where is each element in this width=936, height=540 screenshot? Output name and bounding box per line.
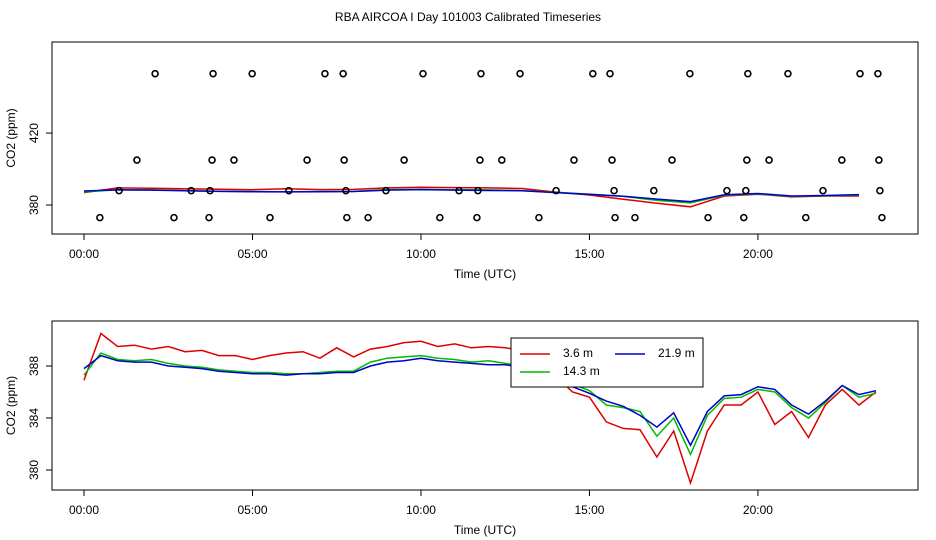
sample-point (230, 156, 238, 164)
sample-point (343, 213, 351, 222)
sample-point (208, 156, 216, 164)
sample-point (606, 69, 614, 78)
y-tick-label: 388 (27, 356, 41, 376)
sample-point (474, 186, 482, 195)
x-tick-label: 10:00 (406, 503, 436, 517)
legend-label: 21.9 m (658, 346, 695, 360)
y-axis-label: CO2 (ppm) (4, 376, 18, 435)
x-tick-label: 20:00 (743, 503, 773, 517)
sample-point (436, 213, 444, 222)
x-tick-label: 00:00 (69, 247, 99, 261)
sample-point (610, 186, 618, 195)
sample-point (589, 69, 597, 78)
plot-frame (51, 41, 919, 235)
series-line (83, 352, 877, 457)
sample-point (400, 156, 408, 164)
sample-point (838, 156, 846, 164)
sample-point (205, 213, 213, 222)
sample-point (784, 69, 792, 78)
sample-point (115, 186, 123, 195)
x-tick-label: 05:00 (237, 247, 267, 261)
sample-point (342, 186, 350, 195)
sample-point (631, 213, 639, 222)
sample-point (303, 156, 311, 164)
sample-point (874, 69, 882, 78)
sample-point (133, 156, 141, 164)
sample-point (187, 186, 195, 195)
sample-point (743, 156, 751, 164)
sample-point (248, 69, 256, 78)
sample-point (742, 186, 750, 195)
x-tick-label: 10:00 (406, 247, 436, 261)
x-tick-label: 05:00 (237, 503, 267, 517)
sample-point (455, 186, 463, 195)
legend-box (510, 337, 704, 388)
sample-point (856, 69, 864, 78)
sample-point (570, 156, 578, 164)
sample-point (876, 186, 884, 195)
sample-point (516, 69, 524, 78)
figure-title: RBA AIRCOA I Day 101003 Calibrated Times… (335, 10, 601, 24)
sample-point (801, 213, 810, 222)
x-tick-label: 20:00 (743, 247, 773, 261)
sample-point (209, 69, 217, 78)
sample-point (611, 213, 619, 222)
sample-point (765, 156, 773, 164)
y-tick-label: 380 (27, 195, 41, 215)
sample-point (206, 186, 214, 195)
sample-point (340, 156, 348, 164)
sample-point (151, 69, 159, 78)
sample-point (739, 213, 748, 222)
x-tick-label: 15:00 (574, 247, 604, 261)
sample-point (419, 69, 427, 78)
sample-point (704, 213, 712, 222)
sample-point (668, 156, 676, 164)
sample-point (96, 213, 104, 222)
plot-frame (51, 320, 919, 491)
sample-point (819, 186, 827, 195)
series-line (83, 354, 877, 447)
x-tick-label: 00:00 (69, 503, 99, 517)
legend-label: 14.3 m (563, 364, 600, 378)
y-axis-label: CO2 (ppm) (4, 108, 18, 167)
y-tick-label: 420 (27, 123, 41, 143)
sample-point (382, 186, 390, 195)
sample-point (650, 186, 658, 195)
sample-point (476, 156, 484, 164)
sample-point (339, 69, 347, 78)
sample-point (686, 69, 694, 78)
sample-point (535, 213, 543, 222)
sample-point (744, 69, 752, 78)
sample-point (498, 156, 506, 164)
y-tick-label: 380 (27, 460, 41, 480)
sample-point (608, 156, 616, 164)
series-line (83, 332, 877, 486)
sample-point (723, 186, 731, 195)
legend-label: 3.6 m (563, 346, 593, 360)
x-tick-label: 15:00 (574, 503, 604, 517)
sample-point (266, 213, 274, 222)
sample-point (477, 69, 485, 78)
x-axis-label: Time (UTC) (454, 267, 516, 281)
sample-point (321, 69, 329, 78)
sample-point (364, 213, 372, 222)
sample-point (285, 186, 293, 195)
sample-point (170, 213, 178, 222)
sample-point (875, 156, 883, 164)
y-tick-label: 384 (27, 408, 41, 428)
sample-point (473, 213, 481, 222)
sample-point (552, 186, 560, 195)
x-axis-label: Time (UTC) (454, 523, 516, 537)
sample-point (878, 213, 886, 222)
